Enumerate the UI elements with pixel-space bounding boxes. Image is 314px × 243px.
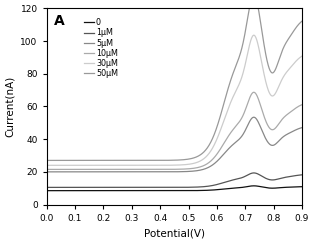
1μM <box>252 172 256 174</box>
0 <box>111 189 114 192</box>
5μM <box>252 116 256 119</box>
1μM <box>195 186 199 189</box>
5μM <box>195 169 199 172</box>
30μM <box>45 164 49 167</box>
50μM <box>90 159 94 162</box>
5μM <box>90 170 94 173</box>
Line: 10μM: 10μM <box>47 92 302 169</box>
1μM <box>45 186 49 189</box>
1μM <box>160 186 164 189</box>
Line: 1μM: 1μM <box>47 173 302 187</box>
0 <box>300 185 304 188</box>
10μM <box>195 166 199 169</box>
50μM <box>160 159 164 162</box>
5μM <box>111 170 114 173</box>
0 <box>160 189 164 192</box>
10μM <box>111 168 114 171</box>
5μM <box>45 170 49 173</box>
Text: A: A <box>54 14 65 28</box>
0 <box>195 189 199 192</box>
50μM <box>195 155 199 158</box>
10μM <box>90 168 94 171</box>
10μM <box>300 103 304 106</box>
0 <box>90 189 94 192</box>
1μM <box>300 173 304 176</box>
Legend: 0, 1μM, 5μM, 10μM, 30μM, 50μM: 0, 1μM, 5μM, 10μM, 30μM, 50μM <box>84 18 118 78</box>
5μM <box>237 138 241 141</box>
30μM <box>90 164 94 167</box>
Line: 50μM: 50μM <box>47 0 302 160</box>
50μM <box>215 125 219 128</box>
Line: 0: 0 <box>47 186 302 191</box>
5μM <box>160 170 164 173</box>
30μM <box>237 83 241 86</box>
10μM <box>237 121 241 124</box>
10μM <box>215 152 219 155</box>
1μM <box>215 183 219 186</box>
X-axis label: Potential(V): Potential(V) <box>144 228 205 238</box>
0 <box>215 188 219 191</box>
10μM <box>160 168 164 171</box>
1μM <box>90 186 94 189</box>
5μM <box>215 160 219 163</box>
0 <box>252 184 256 187</box>
Line: 5μM: 5μM <box>47 117 302 172</box>
30μM <box>195 161 199 164</box>
1μM <box>111 186 114 189</box>
30μM <box>215 137 219 140</box>
1μM <box>237 177 241 180</box>
Line: 30μM: 30μM <box>47 35 302 165</box>
0 <box>237 186 241 189</box>
Y-axis label: Current(nA): Current(nA) <box>5 76 15 137</box>
30μM <box>111 164 114 167</box>
50μM <box>45 159 49 162</box>
50μM <box>237 56 241 59</box>
10μM <box>45 168 49 171</box>
5μM <box>300 126 304 129</box>
30μM <box>252 34 256 37</box>
30μM <box>160 164 164 167</box>
30μM <box>300 55 304 58</box>
0 <box>45 189 49 192</box>
10μM <box>252 91 256 94</box>
50μM <box>300 20 304 23</box>
50μM <box>111 159 114 162</box>
